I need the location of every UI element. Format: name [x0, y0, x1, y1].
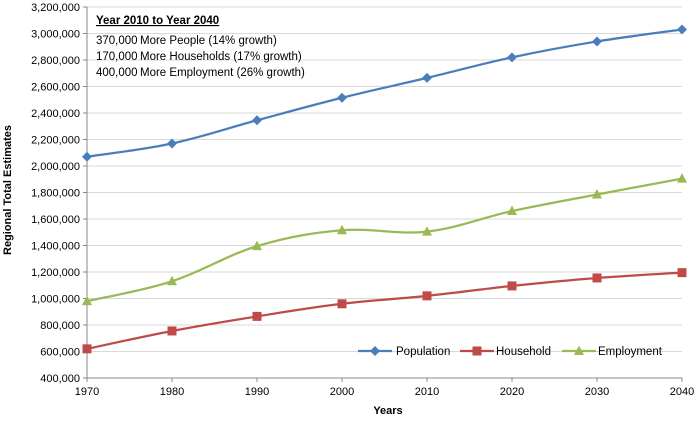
data-point-population — [252, 115, 262, 126]
annotation-title: Year 2010 to Year 2040 — [96, 15, 219, 27]
data-point-population — [337, 92, 347, 103]
data-point-employment — [167, 275, 177, 286]
y-tick-label: 1,600,000 — [31, 214, 80, 226]
y-tick-label: 1,200,000 — [31, 267, 80, 279]
y-tick-label: 1,400,000 — [31, 241, 80, 253]
legend-marker-employment — [562, 345, 596, 355]
data-point-population — [592, 36, 602, 47]
series-line-household — [86, 271, 683, 350]
legend-marker-population — [358, 346, 392, 356]
data-point-employment — [507, 205, 517, 216]
data-point-household — [167, 326, 177, 336]
data-point-population — [82, 151, 92, 162]
annotation-text-people: More People (14% growth) — [140, 35, 277, 47]
legend-symbol-population — [370, 346, 380, 356]
y-tick-label: 600,000 — [40, 347, 80, 359]
y-tick-label: 2,800,000 — [31, 55, 80, 67]
data-point-employment — [422, 226, 432, 236]
x-tick-label: 1980 — [160, 386, 184, 398]
y-tick-label: 1,800,000 — [31, 188, 80, 200]
data-point-employment — [592, 188, 602, 199]
series-line-employment — [86, 177, 683, 303]
data-point-household — [252, 311, 262, 321]
x-tick-labels: 1970 1980 1990 2000 2010 2020 2030 2040 — [75, 378, 694, 398]
data-point-employment — [252, 240, 262, 251]
data-point-population — [677, 24, 687, 35]
x-tick-label: 2040 — [670, 386, 694, 398]
data-point-population — [167, 138, 177, 149]
x-tick-label: 2020 — [500, 386, 524, 398]
data-point-population — [507, 52, 517, 63]
data-point-household — [592, 273, 602, 283]
legend-marker-household — [460, 346, 494, 356]
annotation-text-households: More Households (17% growth) — [140, 51, 302, 63]
y-tick-label: 400,000 — [40, 373, 80, 385]
legend-label-population: Population — [396, 346, 450, 358]
series-lines — [82, 24, 687, 354]
data-point-household — [677, 268, 687, 278]
legend-symbol-household — [472, 346, 482, 356]
annotation-text-employment: More Employment (26% growth) — [140, 67, 305, 79]
data-point-employment — [82, 295, 92, 306]
data-point-household — [422, 291, 432, 301]
x-axis-title: Years — [373, 405, 402, 417]
legend: Population Household Employment — [358, 345, 663, 358]
y-tick-label: 3,200,000 — [31, 2, 80, 14]
legend-symbol-employment — [574, 345, 584, 355]
x-tick-label: 2000 — [330, 386, 354, 398]
legend-label-employment: Employment — [598, 346, 663, 358]
y-tick-labels: 400,000 600,000 800,000 1,000,000 1,200,000 1… — [31, 2, 87, 385]
data-point-employment — [337, 224, 347, 235]
series-household — [82, 268, 687, 354]
series-employment — [82, 173, 687, 306]
gridlines — [87, 6, 682, 352]
annotation-box: Year 2010 to Year 2040 370,000 More Peop… — [96, 15, 305, 79]
x-tick-label: 1970 — [75, 386, 99, 398]
y-tick-label: 2,600,000 — [31, 82, 80, 94]
y-tick-label: 800,000 — [40, 320, 80, 332]
x-tick-label: 1990 — [245, 386, 269, 398]
data-point-household — [337, 299, 347, 309]
y-tick-label: 2,400,000 — [31, 108, 80, 120]
y-tick-label: 2,200,000 — [31, 135, 80, 147]
annotation-value-employment: 400,000 — [96, 67, 138, 79]
series-line-population — [86, 28, 683, 158]
data-point-population — [422, 72, 432, 83]
x-tick-label: 2010 — [415, 386, 439, 398]
legend-label-household: Household — [496, 346, 551, 358]
data-point-household — [507, 281, 517, 291]
y-tick-label: 1,000,000 — [31, 294, 80, 306]
data-point-employment — [677, 173, 687, 183]
series-population — [82, 24, 687, 162]
y-tick-label: 2,000,000 — [31, 161, 80, 173]
annotation-value-households: 170,000 — [96, 51, 138, 63]
x-tick-label: 2030 — [585, 386, 609, 398]
data-point-household — [82, 344, 92, 354]
y-tick-label: 3,000,000 — [31, 29, 80, 41]
annotation-value-people: 370,000 — [96, 35, 138, 47]
y-axis-title: Regional Total Estimates — [2, 125, 14, 255]
